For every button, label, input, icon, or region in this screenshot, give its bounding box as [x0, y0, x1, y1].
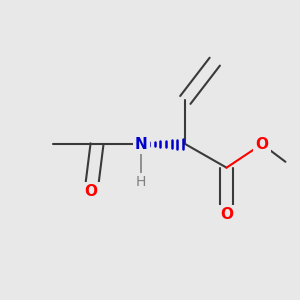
Text: O: O	[85, 184, 98, 199]
Text: O: O	[220, 207, 233, 222]
Text: O: O	[255, 136, 268, 152]
Text: H: H	[136, 176, 146, 189]
Text: N: N	[135, 136, 148, 152]
